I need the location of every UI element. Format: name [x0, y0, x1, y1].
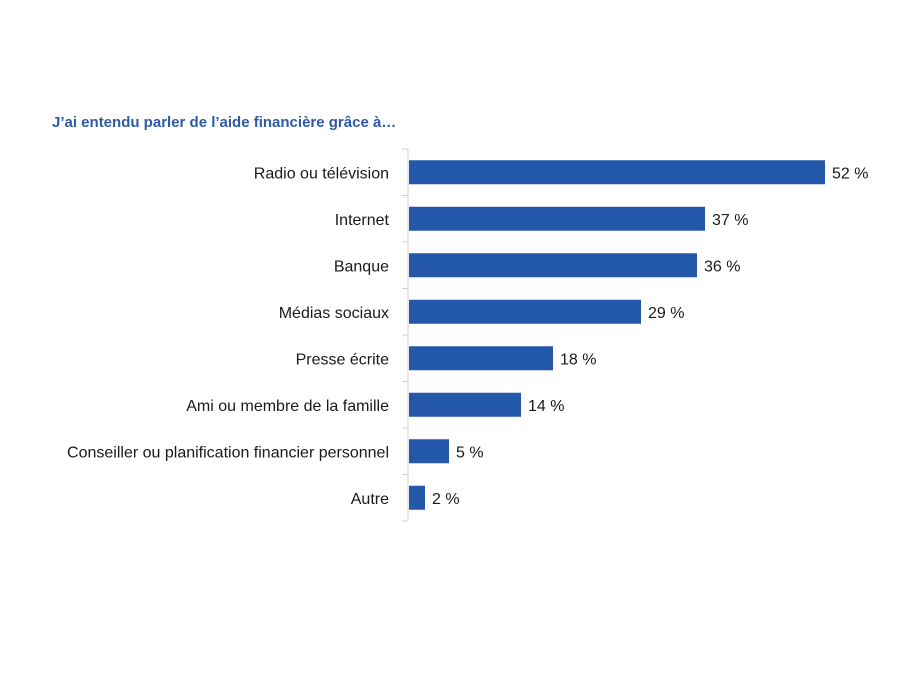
- data-label: 18 %: [560, 351, 596, 368]
- category-label: Médias sociaux: [279, 305, 389, 322]
- category-label: Radio ou télévision: [254, 165, 389, 182]
- bar: [409, 485, 425, 510]
- data-label: 2 %: [432, 491, 460, 508]
- data-label: 5 %: [456, 444, 484, 461]
- category-label: Autre: [351, 491, 389, 508]
- category-label: Conseiller ou planification financier pe…: [67, 444, 389, 461]
- bar: [409, 439, 449, 464]
- bar: [409, 253, 697, 278]
- bar: [409, 206, 705, 231]
- chart-title: J’ai entendu parler de l’aide financière…: [52, 114, 397, 131]
- data-label: 29 %: [648, 305, 684, 322]
- data-label: 14 %: [528, 398, 564, 415]
- data-label: 52 %: [832, 165, 868, 182]
- category-label: Banque: [334, 258, 389, 275]
- data-label: 36 %: [704, 258, 740, 275]
- bar: [409, 346, 553, 371]
- data-label: 37 %: [712, 212, 748, 229]
- bar: [409, 299, 641, 324]
- bar: [409, 160, 825, 185]
- category-label: Presse écrite: [296, 351, 389, 368]
- bar: [409, 392, 521, 417]
- category-label: Ami ou membre de la famille: [186, 398, 389, 415]
- category-label: Internet: [335, 212, 390, 229]
